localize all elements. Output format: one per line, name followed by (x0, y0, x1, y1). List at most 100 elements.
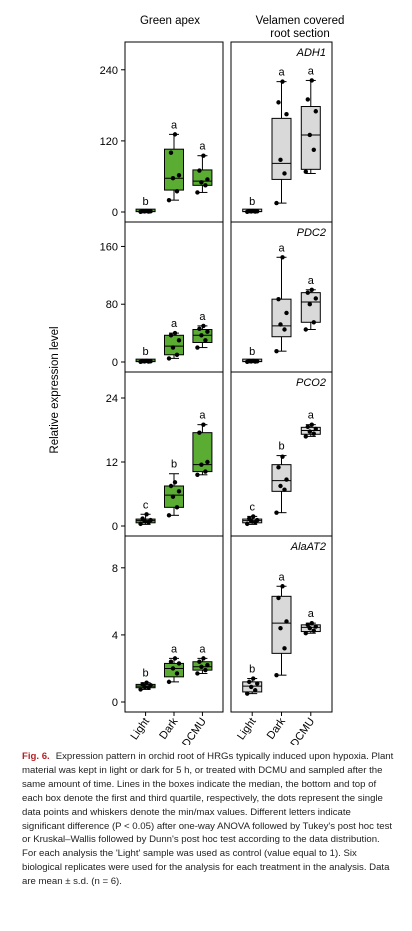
data-point (205, 459, 210, 465)
data-point (201, 153, 206, 158)
data-point (253, 688, 258, 693)
significance-letter: b (249, 346, 255, 358)
data-point (174, 505, 180, 510)
box (271, 595, 292, 654)
y-tick-label: 80 (106, 299, 118, 311)
data-point (148, 359, 153, 364)
data-point (144, 208, 149, 214)
data-point (276, 595, 281, 601)
data-point (168, 333, 174, 338)
data-point (251, 514, 256, 519)
significance-letter: a (171, 318, 178, 330)
data-point (255, 681, 260, 686)
data-point (140, 358, 145, 364)
data-point (255, 517, 260, 523)
significance-letter: a (199, 141, 206, 153)
data-point (172, 656, 178, 661)
figure-label: Fig. 6. (22, 751, 50, 762)
data-point (170, 494, 176, 499)
y-tick-label: 160 (100, 241, 118, 253)
data-point (282, 487, 287, 492)
data-point (303, 631, 308, 636)
y-axis-label: Relative expression level (49, 326, 61, 453)
data-point (274, 348, 279, 354)
significance-letter: a (278, 242, 285, 254)
y-tick-label: 12 (106, 457, 118, 469)
data-point (203, 183, 208, 188)
x-tick-label: DCMU (180, 716, 209, 745)
data-point (255, 209, 260, 214)
data-point (278, 322, 283, 327)
y-tick-label: 24 (106, 393, 118, 405)
significance-letter: a (171, 643, 178, 655)
y-tick-label: 0 (112, 207, 118, 219)
data-point (274, 672, 279, 678)
data-point (176, 489, 182, 494)
data-point (303, 434, 308, 439)
data-point (284, 619, 289, 624)
data-point (166, 513, 172, 518)
data-point (282, 327, 287, 332)
data-point (170, 176, 176, 181)
data-point (199, 333, 204, 338)
data-point (313, 296, 318, 301)
y-tick-label: 0 (112, 521, 118, 533)
caption-text: Expression pattern in orchid root of HRG… (22, 751, 394, 888)
y-tick-label: 0 (112, 357, 118, 369)
data-point (284, 310, 289, 316)
data-point (174, 352, 180, 357)
gene-label: PDC2 (297, 227, 326, 239)
data-point (144, 358, 149, 364)
y-tick-label: 4 (112, 630, 118, 642)
data-point (251, 676, 256, 681)
data-point (251, 208, 256, 214)
gene-label: AlaAT2 (290, 541, 326, 553)
data-point (205, 177, 210, 182)
data-point (176, 173, 182, 178)
significance-letter: a (278, 67, 285, 79)
box-plot-figure: Green apex Velamen covered root section R… (49, 15, 344, 745)
data-point (311, 320, 316, 325)
x-tick-label: Dark (265, 715, 288, 741)
x-tick-label: Light (235, 716, 259, 742)
data-point (245, 691, 250, 696)
data-point (195, 671, 200, 676)
y-tick-label: 240 (100, 65, 118, 77)
significance-letter: a (199, 410, 206, 422)
significance-letter: b (143, 346, 149, 358)
data-point (276, 296, 281, 302)
data-point (166, 679, 172, 685)
data-point (199, 180, 204, 185)
data-point (305, 97, 310, 102)
data-point (148, 209, 153, 214)
data-point (307, 302, 312, 307)
data-point (138, 521, 143, 527)
data-point (172, 480, 178, 485)
data-point (168, 483, 174, 489)
data-point (170, 345, 176, 350)
box (300, 106, 321, 170)
data-point (197, 430, 202, 435)
significance-letter: b (143, 196, 149, 208)
significance-letter: a (308, 410, 315, 422)
data-point (203, 338, 208, 343)
data-point (170, 666, 176, 671)
data-point (174, 189, 180, 194)
y-tick-label: 0 (112, 697, 118, 709)
box (271, 117, 292, 180)
data-point (195, 345, 200, 350)
column-title-line: root section (270, 28, 329, 40)
data-point (311, 147, 316, 152)
data-point (247, 209, 252, 214)
x-tick-label: DCMU (288, 716, 317, 745)
significance-letter: b (249, 664, 255, 676)
significance-letter: b (249, 196, 255, 208)
column-title-green-apex: Green apex (140, 15, 200, 27)
data-point (195, 190, 200, 195)
figure-caption: Fig. 6. Expression pattern in orchid root… (22, 750, 396, 889)
data-point (309, 287, 314, 292)
data-point (249, 684, 254, 690)
data-point (176, 338, 182, 343)
x-tick-label: Dark (157, 715, 180, 741)
